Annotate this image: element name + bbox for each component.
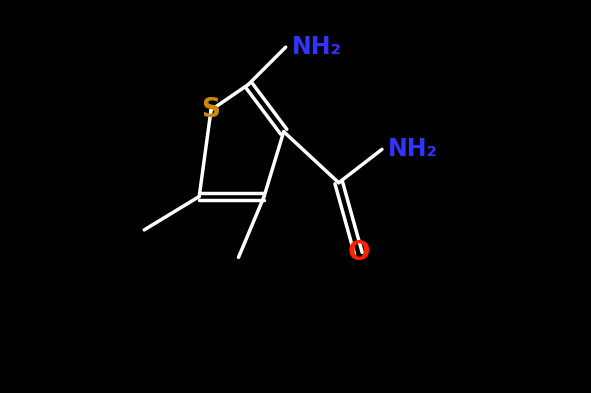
Text: O: O <box>347 241 369 266</box>
Text: S: S <box>202 97 220 123</box>
Text: NH₂: NH₂ <box>291 35 342 59</box>
Text: NH₂: NH₂ <box>388 137 438 162</box>
